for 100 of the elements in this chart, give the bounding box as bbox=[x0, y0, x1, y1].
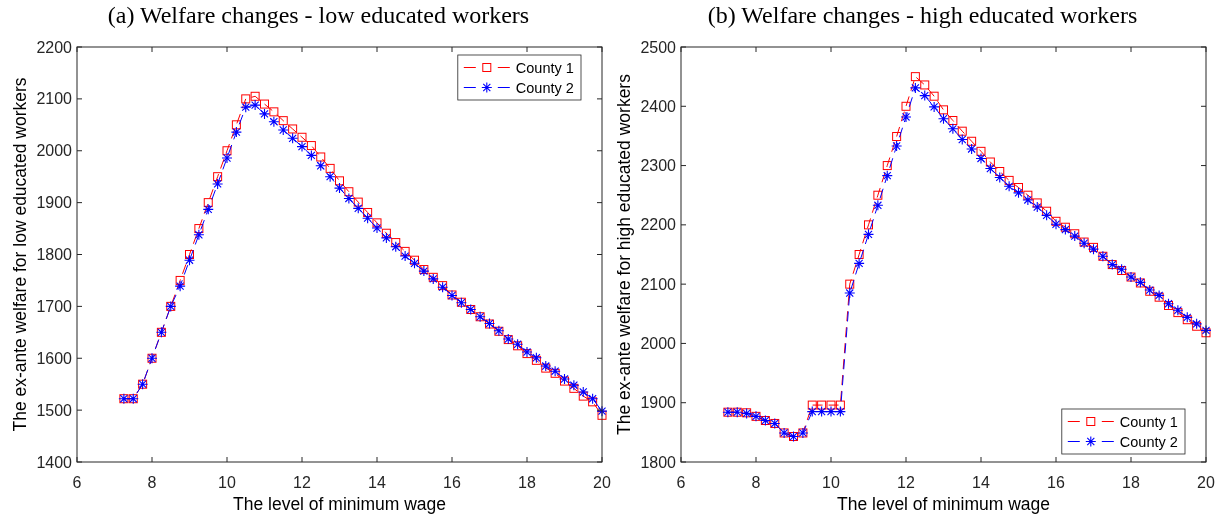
point bbox=[569, 383, 579, 393]
point bbox=[928, 101, 940, 113]
y-tick-label: 1900 bbox=[36, 194, 73, 212]
x-tick-label: 18 bbox=[518, 473, 536, 491]
y-tick-label: 1800 bbox=[36, 246, 73, 264]
point bbox=[568, 379, 580, 391]
point bbox=[892, 132, 902, 142]
point bbox=[333, 182, 346, 194]
y-tick-label: 1600 bbox=[36, 349, 73, 367]
point bbox=[362, 212, 374, 224]
point bbox=[967, 136, 977, 146]
x-tick-label: 16 bbox=[1047, 473, 1065, 491]
point bbox=[296, 141, 308, 153]
point bbox=[806, 406, 818, 418]
point bbox=[1173, 308, 1183, 318]
y-tick-label: 1800 bbox=[640, 453, 677, 471]
point bbox=[937, 113, 950, 125]
x-tick-label: 10 bbox=[218, 473, 236, 491]
point bbox=[212, 178, 224, 190]
point bbox=[577, 386, 589, 398]
point bbox=[984, 162, 996, 175]
x-tick-label: 14 bbox=[368, 473, 386, 491]
point bbox=[344, 187, 354, 197]
point bbox=[873, 190, 883, 200]
x-tick-label: 20 bbox=[593, 473, 611, 491]
point bbox=[966, 143, 978, 155]
point bbox=[277, 124, 289, 136]
point bbox=[380, 232, 392, 244]
point bbox=[844, 287, 856, 299]
point bbox=[213, 172, 223, 182]
point bbox=[305, 149, 317, 161]
point bbox=[834, 406, 846, 418]
point bbox=[1022, 194, 1034, 206]
point bbox=[578, 391, 588, 401]
y-tick-label: 1900 bbox=[640, 394, 677, 412]
y-tick-label: 2200 bbox=[36, 38, 73, 56]
point bbox=[956, 133, 968, 146]
point bbox=[1031, 201, 1043, 213]
point bbox=[363, 207, 373, 217]
point bbox=[826, 400, 836, 410]
chart-title: (a) Welfare changes - low educated workers bbox=[107, 2, 530, 28]
y-tick-label: 2400 bbox=[640, 97, 677, 115]
point bbox=[230, 126, 242, 138]
point bbox=[1023, 190, 1033, 200]
x-tick-label: 6 bbox=[72, 473, 82, 491]
point bbox=[288, 124, 298, 134]
point bbox=[1172, 304, 1184, 316]
point bbox=[194, 224, 204, 234]
point bbox=[174, 280, 186, 292]
point bbox=[315, 160, 327, 172]
point bbox=[1200, 324, 1212, 336]
point bbox=[994, 171, 1006, 183]
legend-label: County 2 bbox=[1119, 433, 1178, 450]
point bbox=[807, 400, 817, 410]
point bbox=[400, 246, 410, 256]
x-tick-label: 12 bbox=[293, 473, 311, 491]
point bbox=[816, 406, 828, 418]
y-tick-label: 2200 bbox=[640, 216, 677, 234]
point bbox=[882, 161, 892, 171]
point bbox=[975, 152, 987, 165]
point bbox=[183, 254, 196, 266]
point bbox=[258, 108, 271, 120]
point bbox=[1042, 206, 1052, 216]
point bbox=[1051, 216, 1061, 226]
point bbox=[410, 255, 419, 265]
y-tick-label: 2300 bbox=[640, 157, 677, 175]
point bbox=[862, 228, 875, 240]
y-axis-title: The ex-ante welfare for low educated workers bbox=[10, 77, 30, 432]
point bbox=[1032, 198, 1042, 208]
point bbox=[175, 275, 185, 285]
point bbox=[1059, 224, 1071, 236]
x-tick-label: 18 bbox=[1122, 473, 1140, 491]
point bbox=[399, 250, 411, 262]
point bbox=[901, 101, 911, 111]
point bbox=[881, 170, 893, 182]
point bbox=[343, 192, 355, 205]
legend-label: County 1 bbox=[515, 59, 574, 76]
point bbox=[957, 126, 967, 136]
point bbox=[241, 94, 251, 104]
y-tick-label: 2100 bbox=[640, 275, 677, 293]
legend-label: County 2 bbox=[515, 79, 574, 96]
point bbox=[853, 257, 865, 269]
point bbox=[900, 111, 912, 123]
point bbox=[381, 228, 391, 238]
point bbox=[929, 91, 939, 101]
point bbox=[268, 116, 280, 128]
point bbox=[1003, 180, 1015, 192]
x-tick-label: 12 bbox=[897, 473, 915, 491]
point bbox=[1181, 311, 1193, 323]
y-tick-label: 1500 bbox=[36, 401, 73, 419]
point bbox=[1012, 187, 1025, 199]
chart-title: (b) Welfare changes - high educated workers bbox=[707, 2, 1138, 28]
point bbox=[250, 91, 260, 101]
x-tick-label: 6 bbox=[676, 473, 686, 491]
point bbox=[872, 199, 884, 211]
point bbox=[588, 397, 598, 407]
x-tick-label: 8 bbox=[751, 473, 761, 491]
y-axis-title: The ex-ante welfare for high educated workers bbox=[614, 73, 634, 435]
point bbox=[316, 152, 326, 162]
point bbox=[976, 146, 986, 156]
